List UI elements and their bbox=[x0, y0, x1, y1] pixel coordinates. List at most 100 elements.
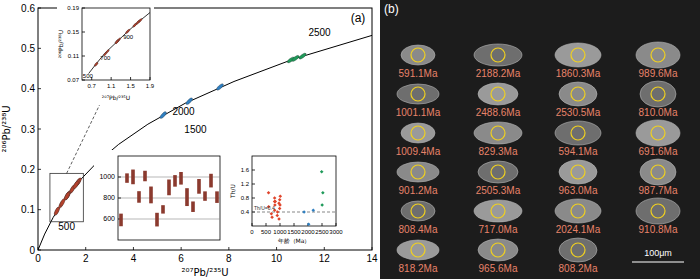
x-tick-label: 10 bbox=[271, 253, 283, 264]
inset-background bbox=[94, 150, 224, 245]
age-bar bbox=[155, 213, 159, 227]
reference-label: Th/U=0.4 bbox=[254, 205, 275, 211]
x-tick-label: 14 bbox=[366, 253, 378, 264]
age-bar bbox=[179, 172, 183, 185]
zoom-box bbox=[50, 173, 83, 221]
spot-circle bbox=[651, 204, 665, 218]
cl-background bbox=[380, 0, 700, 279]
grain-age: 691.6Ma bbox=[639, 146, 678, 157]
grain-age: 965.6Ma bbox=[479, 263, 518, 274]
spot-circle bbox=[571, 87, 585, 101]
zircon-grain bbox=[397, 84, 439, 104]
y-tick-label: 0.4 bbox=[241, 209, 250, 215]
spot-circle bbox=[651, 48, 665, 62]
zircon-grain bbox=[559, 238, 597, 262]
x-tick bbox=[111, 77, 112, 80]
data-ellipse bbox=[115, 40, 119, 45]
grain-age: 2530.5Ma bbox=[556, 107, 601, 118]
x-tick bbox=[372, 247, 373, 250]
spot-circle bbox=[411, 48, 425, 62]
data-point bbox=[273, 200, 277, 204]
zircon-grain bbox=[397, 240, 439, 260]
y-tick bbox=[82, 80, 85, 81]
x-tick bbox=[294, 223, 295, 226]
cl-panel: (b)591.1Ma2188.2Ma1860.3Ma989.6Ma1001.1M… bbox=[380, 0, 700, 279]
curve-age-label: 900 bbox=[123, 34, 134, 40]
data-point bbox=[267, 191, 271, 195]
grain-age: 2488.6Ma bbox=[476, 107, 521, 118]
y-tick-label: 0.4 bbox=[21, 83, 35, 94]
spot-circle bbox=[411, 126, 425, 140]
age-bar bbox=[125, 173, 129, 182]
x-tick-label: 1.5 bbox=[126, 83, 135, 89]
curve-age-label: 1500 bbox=[184, 124, 207, 135]
data-ellipse bbox=[185, 97, 194, 105]
data-point bbox=[270, 215, 274, 219]
data-point bbox=[277, 217, 281, 221]
zircon-grain bbox=[478, 239, 518, 261]
y-tick-label: 0.3 bbox=[21, 124, 35, 135]
y-tick bbox=[82, 32, 85, 33]
spot-circle bbox=[571, 165, 585, 179]
age-bar bbox=[167, 179, 171, 195]
data-point bbox=[302, 210, 306, 214]
y-tick bbox=[118, 198, 121, 199]
inset-background bbox=[228, 150, 340, 246]
x-tick-label: 0 bbox=[250, 229, 254, 235]
plot-frame bbox=[118, 156, 220, 240]
y-tick-label: 0.07 bbox=[67, 77, 79, 83]
x-tick-label: 1500 bbox=[287, 229, 301, 235]
chart-0: 0246810121400.10.20.30.40.50.65001500200… bbox=[1, 3, 378, 279]
zircon-grain bbox=[478, 83, 518, 105]
x-tick-label: 4 bbox=[131, 253, 137, 264]
data-point bbox=[275, 214, 279, 218]
zircon-grain bbox=[640, 159, 676, 185]
x-tick bbox=[133, 247, 134, 250]
grain-age: 829.3Ma bbox=[479, 146, 518, 157]
spot-circle bbox=[491, 165, 505, 179]
data-ellipse bbox=[133, 23, 138, 28]
y-tick-label: 0.15 bbox=[67, 29, 79, 35]
y-tick bbox=[38, 8, 41, 9]
grain-age: 2505.3Ma bbox=[476, 185, 521, 196]
grain-age: 808.2Ma bbox=[559, 263, 598, 274]
spot-circle bbox=[491, 204, 505, 218]
y-tick-label: 1.2 bbox=[241, 181, 250, 187]
age-bar bbox=[203, 191, 207, 200]
y-tick-label: 0.2 bbox=[21, 164, 35, 175]
x-tick bbox=[228, 247, 229, 250]
data-ellipse bbox=[64, 192, 71, 201]
spot-circle bbox=[571, 243, 585, 257]
zircon-grain bbox=[401, 123, 435, 143]
curve-age-label: 700 bbox=[100, 55, 111, 61]
data-point bbox=[278, 194, 282, 198]
y-tick-label: 0.19 bbox=[67, 5, 79, 11]
zircon-grain bbox=[555, 43, 601, 67]
data-point bbox=[270, 212, 274, 216]
y-tick bbox=[82, 8, 85, 9]
spot-circle bbox=[651, 165, 665, 179]
age-bar bbox=[161, 205, 165, 213]
data-ellipse bbox=[105, 49, 109, 54]
grain-age: 594.1Ma bbox=[559, 146, 598, 157]
y-tick bbox=[252, 198, 255, 199]
x-tick bbox=[130, 77, 131, 80]
x-tick-label: 2500 bbox=[315, 229, 329, 235]
x-tick-label: 0 bbox=[35, 253, 41, 264]
data-ellipse bbox=[72, 180, 79, 189]
data-point bbox=[276, 210, 280, 214]
y-tick-label: 0.8 bbox=[241, 195, 250, 201]
data-point bbox=[311, 208, 315, 212]
curve-age-label: 2000 bbox=[172, 106, 195, 117]
age-bar bbox=[173, 175, 177, 187]
concordia-curve bbox=[89, 10, 150, 73]
panel-label: (b) bbox=[384, 2, 399, 16]
panel-label: (a) bbox=[351, 11, 366, 25]
grain-age: 963.0Ma bbox=[559, 185, 598, 196]
spot-circle bbox=[571, 126, 585, 140]
grain-age: 987.7Ma bbox=[639, 185, 678, 196]
grain-age: 717.0Ma bbox=[479, 224, 518, 235]
y-tick bbox=[38, 169, 41, 170]
zircon-grain bbox=[474, 44, 522, 66]
y-tick-label: 0.5 bbox=[21, 43, 35, 54]
